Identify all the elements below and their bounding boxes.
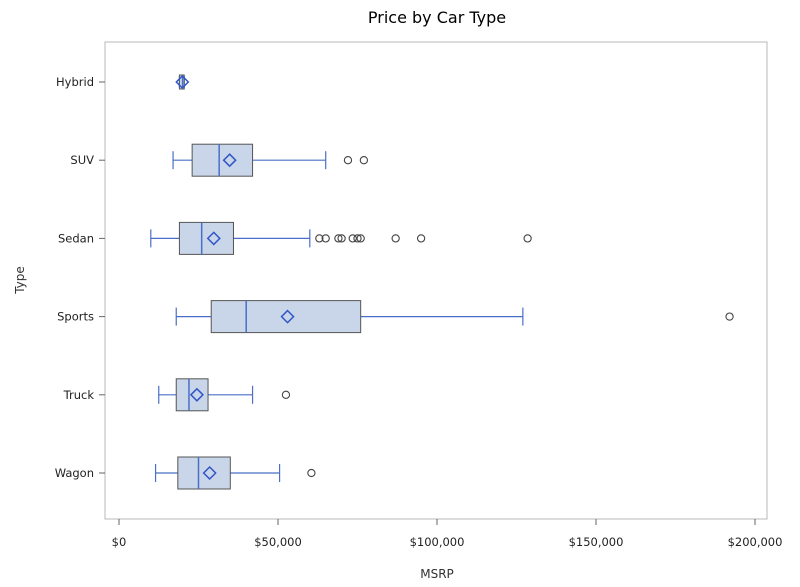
box-suv <box>172 143 369 177</box>
box-hybrid <box>175 74 190 90</box>
outlier-point <box>523 234 532 243</box>
x-tick-label: $150,000 <box>569 535 624 549</box>
outlier-point <box>334 234 343 243</box>
plot-frame <box>104 41 768 520</box>
y-tick-label: Sedan <box>58 231 94 245</box>
mean-marker <box>175 74 190 90</box>
box-wagon <box>154 456 316 490</box>
outlier-point <box>356 234 365 243</box>
outlier-point <box>307 468 316 478</box>
iqr-box <box>178 74 185 90</box>
y-tick-label: SUV <box>70 153 94 167</box>
box-truck <box>158 378 291 412</box>
y-tick-label: Hybrid <box>56 75 94 89</box>
iqr-box <box>178 221 234 255</box>
x-tick-label: $0 <box>112 535 127 549</box>
outlier-point <box>348 234 357 243</box>
mean-marker <box>206 231 221 246</box>
iqr-box <box>210 300 362 334</box>
outlier-point <box>353 234 362 243</box>
mean-marker <box>222 153 237 168</box>
outlier-point <box>725 312 734 321</box>
box-sedan <box>150 221 532 255</box>
outlier-point <box>359 156 369 165</box>
outlier-point <box>343 156 353 165</box>
x-axis-label: MSRP <box>420 567 454 581</box>
outlier-point <box>281 390 291 399</box>
outlier-point <box>416 234 426 243</box>
outlier-point <box>315 234 324 243</box>
mean-marker <box>280 309 295 324</box>
iqr-box <box>191 143 254 177</box>
y-tick-label: Sports <box>57 310 94 324</box>
mean-marker <box>189 387 204 402</box>
boxes-group <box>150 74 734 490</box>
x-tick-label: $200,000 <box>728 535 783 549</box>
y-axis: Hybrid SUV Sedan Sports Truck Wagon <box>55 75 105 480</box>
x-tick-label: $50,000 <box>254 535 302 549</box>
mean-marker <box>202 465 217 481</box>
outlier-point <box>337 234 346 243</box>
outlier-point <box>321 234 330 243</box>
box-sports <box>175 300 734 334</box>
y-axis-label: Type <box>13 266 27 295</box>
y-tick-label: Truck <box>63 388 95 402</box>
outlier-point <box>391 234 400 243</box>
y-tick-label: Wagon <box>55 466 94 480</box>
x-axis: $0 $50,000 $100,000 $150,000 $200,000 <box>112 519 783 549</box>
x-tick-label: $100,000 <box>410 535 465 549</box>
chart-title: Price by Car Type <box>368 8 506 27</box>
